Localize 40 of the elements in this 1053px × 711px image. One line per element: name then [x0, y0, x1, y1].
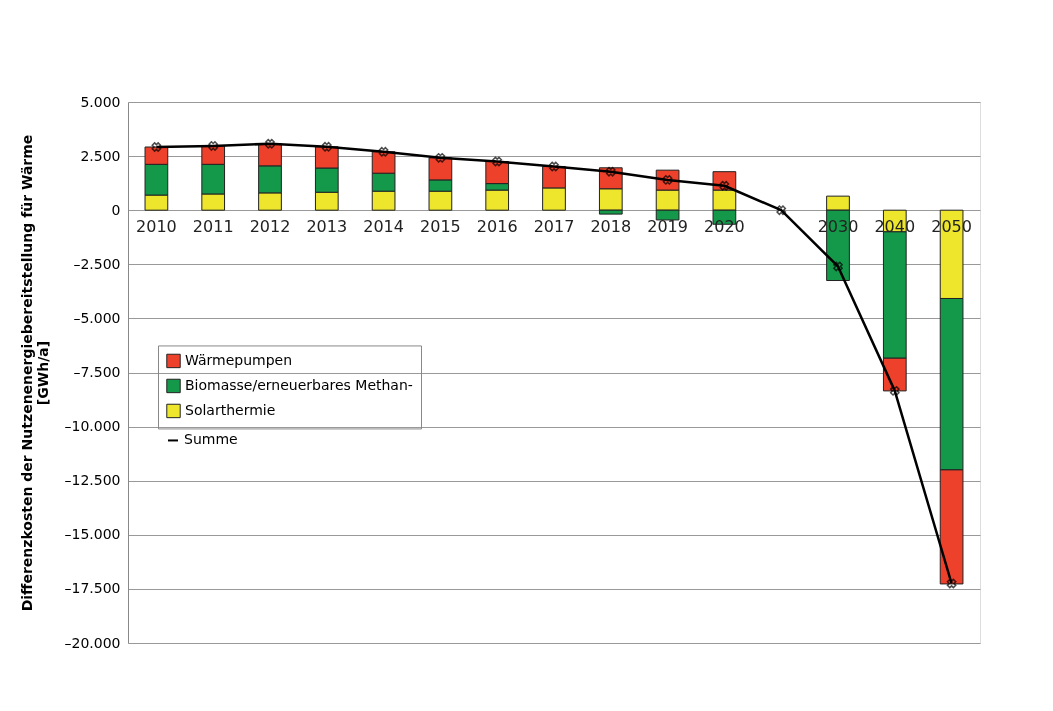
x-tick-label: 2018 — [590, 216, 632, 236]
x-tick-label: 2010 — [136, 216, 177, 236]
point — [265, 138, 275, 149]
y-tick-label: –2.500 — [73, 255, 121, 272]
x-tick-label: 2012 — [249, 216, 291, 236]
legend-label: Biomasse/erneuerbares Methan- — [185, 376, 413, 393]
point — [889, 386, 900, 396]
y-tick-label: –15.000 — [64, 526, 121, 543]
y-tick-label: 0 — [111, 201, 121, 218]
y-tick-label: 2.500 — [80, 147, 121, 164]
x-tick-label: 2015 — [420, 216, 461, 236]
x-tick-label: 2016 — [476, 216, 518, 236]
x-tick-label: 2017 — [533, 216, 575, 236]
legend-label: Wärmepumpen — [185, 351, 293, 368]
point — [833, 261, 843, 272]
point — [492, 156, 503, 167]
y-tick-label: –17.500 — [64, 580, 121, 597]
x-tick-label: 2014 — [363, 216, 404, 236]
y-tick-label: –20.000 — [64, 634, 121, 651]
point — [378, 146, 389, 157]
x-tick-label: 2020 — [704, 216, 745, 236]
x-tick-label: 2013 — [306, 216, 348, 236]
y-tick-label: 5.000 — [80, 93, 121, 110]
point — [776, 205, 787, 216]
y-tick-label: –7.500 — [73, 364, 121, 380]
point — [208, 141, 219, 151]
legend-label: Summe — [184, 431, 238, 448]
y-axis-title: Differenzkosten der Nutzenenergiebereitstellung für Wärme [GWh/a] — [18, 134, 51, 612]
point — [321, 141, 332, 152]
point — [605, 166, 616, 177]
y-tick-label: –5.000 — [73, 309, 121, 326]
x-tick-label: 2019 — [647, 216, 688, 236]
y-tick-label: –12.500 — [64, 472, 121, 489]
point — [946, 578, 957, 589]
legend-label: Solarthermie — [185, 401, 276, 418]
y-tick-label: –10.000 — [64, 418, 121, 435]
point — [435, 152, 446, 163]
point — [151, 142, 162, 152]
point — [549, 161, 559, 172]
x-tick-label: 2011 — [192, 216, 234, 236]
